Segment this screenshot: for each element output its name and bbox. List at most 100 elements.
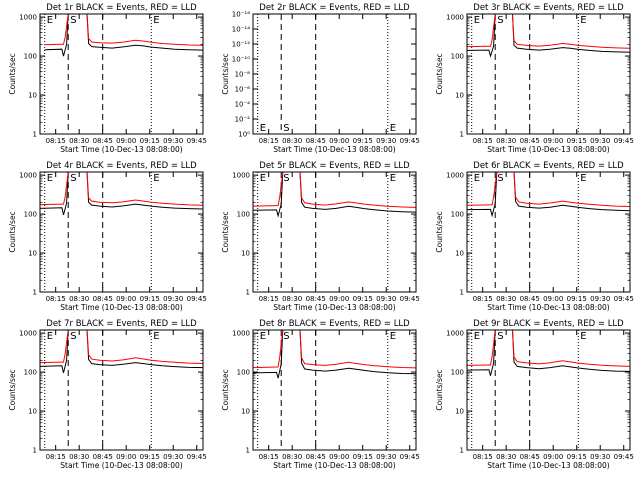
panel-3: Det 3r BLACK = Events, RED = LLD 08:15 08:… (435, 3, 634, 154)
y-tick-label: 1000 (446, 330, 464, 338)
y-tick-label: 1 (460, 131, 464, 139)
y-tick-label: 1000 (446, 14, 464, 22)
x-tick-label: 08:45 (520, 295, 540, 303)
x-tick-label: 09:15 (353, 295, 373, 303)
marker-label-e: E (47, 173, 53, 184)
y-tick-label: 10 (241, 408, 250, 416)
x-tick-label: 09:45 (400, 295, 420, 303)
x-tick-label: 08:30 (282, 453, 302, 461)
x-tick-label: 08:15 (46, 295, 66, 303)
y-tick-label: 10⁰ (238, 131, 250, 139)
plot-frame (39, 13, 204, 135)
series-lld-line (467, 172, 630, 207)
x-tick-label: 08:15 (259, 453, 279, 461)
x-tick-label: 08:45 (306, 295, 326, 303)
x-tick-label: 08:45 (93, 137, 113, 145)
marker-label-e: E (390, 331, 396, 342)
y-axis-label: Counts/sec (8, 211, 17, 252)
plot-frame (466, 329, 631, 451)
y-axis-label: Counts/sec (435, 53, 444, 94)
x-tick-label: 08:45 (520, 137, 540, 145)
marker-label-e: E (153, 331, 159, 342)
x-tick-label: 08:30 (69, 453, 89, 461)
x-tick-label: 08:15 (259, 137, 279, 145)
y-tick-label: 10⁻⁶ (235, 86, 251, 94)
x-tick-label: 09:30 (163, 137, 183, 145)
x-tick-label: 08:45 (93, 453, 113, 461)
x-tick-label: 09:30 (163, 453, 183, 461)
series-events-line (253, 172, 416, 218)
y-tick-label: 10 (241, 250, 250, 258)
x-tick-label: 08:45 (93, 295, 113, 303)
plot-frame (252, 13, 417, 135)
plot-frame (39, 171, 204, 293)
y-tick-label: 10 (28, 408, 37, 416)
marker-label-e: E (580, 15, 586, 26)
x-tick-label: 09:00 (116, 453, 136, 461)
marker-label-s: S (283, 173, 289, 184)
x-axis-label: Start Time (10-Dec-13 08:08:00) (487, 145, 609, 154)
x-tick-label: 09:45 (187, 137, 207, 145)
y-axis-label: Counts/sec (435, 211, 444, 252)
y-tick-label: 100 (24, 211, 37, 219)
x-tick-label: 08:45 (520, 453, 540, 461)
y-tick-label: 1 (460, 447, 464, 455)
series-events-line (467, 172, 630, 218)
y-axis-label: Counts/sec (8, 53, 17, 94)
y-tick-label: 10 (455, 250, 464, 258)
y-tick-label: 10 (455, 92, 464, 100)
x-tick-label: 08:30 (496, 453, 516, 461)
y-tick-label: 1 (246, 289, 250, 297)
x-tick-label: 09:15 (567, 453, 587, 461)
marker-label-e: E (47, 15, 53, 26)
x-tick-label: 09:00 (116, 295, 136, 303)
x-tick-label: 08:15 (473, 137, 493, 145)
y-axis-label: Counts/sec (8, 369, 17, 410)
y-tick-label: 10⁻¹⁴ (232, 26, 250, 34)
series-events-line (40, 172, 203, 216)
x-tick-label: 09:45 (187, 295, 207, 303)
x-tick-label: 08:15 (46, 453, 66, 461)
y-tick-label: 1000 (19, 330, 37, 338)
y-tick-label: 1000 (19, 14, 37, 22)
x-tick-label: 09:00 (543, 137, 563, 145)
marker-label-s: S (70, 331, 76, 342)
x-tick-label: 09:30 (590, 137, 610, 145)
x-tick-label: 09:15 (353, 137, 373, 145)
marker-label-e: E (390, 173, 396, 184)
marker-label-e: E (153, 15, 159, 26)
y-tick-label: 1 (33, 289, 37, 297)
marker-label-e: E (580, 173, 586, 184)
x-tick-label: 09:15 (567, 295, 587, 303)
panel-title: Det 3r BLACK = Events, RED = LLD (473, 3, 624, 13)
y-tick-label: 100 (451, 369, 464, 377)
x-tick-label: 09:30 (376, 295, 396, 303)
y-tick-label: 10 (28, 250, 37, 258)
x-tick-label: 09:30 (163, 295, 183, 303)
marker-label-e: E (47, 331, 53, 342)
x-axis-label: Start Time (10-Dec-13 08:08:00) (487, 303, 609, 312)
panel-title: Det 4r BLACK = Events, RED = LLD (46, 161, 197, 171)
x-axis-label: Start Time (10-Dec-13 08:08:00) (273, 303, 395, 312)
y-axis-label: Counts/sec (221, 211, 230, 252)
y-tick-label: 100 (451, 211, 464, 219)
marker-label-e: E (474, 15, 480, 26)
y-tick-label: 10 (28, 92, 37, 100)
y-tick-label: 10⁻¹⁶ (232, 11, 250, 19)
x-tick-label: 09:15 (140, 295, 160, 303)
series-lld-line (467, 14, 630, 49)
y-tick-label: 100 (451, 53, 464, 61)
x-tick-label: 09:45 (614, 295, 634, 303)
series-lld-line (467, 330, 630, 367)
y-axis-label: Counts/sec (221, 369, 230, 410)
marker-label-s: S (70, 15, 76, 26)
panel-title: Det 9r BLACK = Events, RED = LLD (473, 319, 624, 329)
marker-label-e: E (474, 173, 480, 184)
x-tick-label: 09:30 (376, 137, 396, 145)
plot-frame (466, 13, 631, 135)
x-axis-label: Start Time (10-Dec-13 08:08:00) (273, 145, 395, 154)
x-tick-label: 08:15 (46, 137, 66, 145)
